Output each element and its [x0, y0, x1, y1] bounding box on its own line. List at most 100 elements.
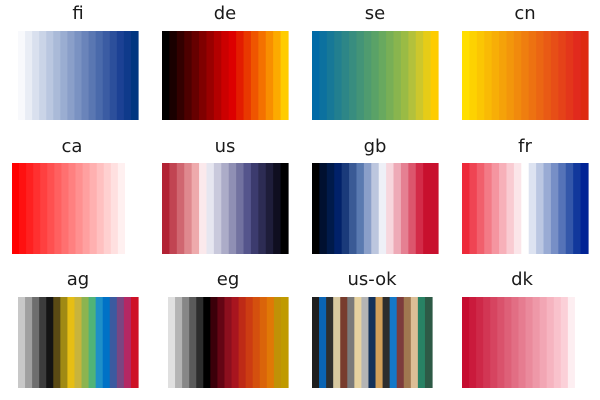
swatch-dk-16	[567, 297, 576, 388]
swatch-se-16	[423, 31, 432, 120]
swatch-us-1	[162, 163, 171, 254]
swatch-se-1	[312, 31, 321, 120]
swatch-ag-7	[60, 297, 69, 388]
swatch-de-15	[265, 31, 274, 120]
swatch-eg-3	[182, 297, 190, 388]
swatch-fr-17	[580, 163, 589, 254]
swatch-fr-10	[528, 163, 537, 254]
swatch-de-6	[199, 31, 208, 120]
swatch-eg-13	[252, 297, 261, 388]
palette-panel-us-ok: us-ok	[312, 269, 433, 388]
swatch-fi-17	[130, 31, 139, 120]
swatch-dk-12	[539, 297, 548, 388]
swatch-eg-11	[238, 297, 247, 388]
swatch-dk-15	[560, 297, 569, 388]
swatch-us-6	[199, 163, 208, 254]
swatch-ca-14	[103, 163, 112, 254]
swatch-ag-8	[67, 297, 76, 388]
swatch-ag-2	[25, 297, 33, 388]
swatch-dk-14	[553, 297, 562, 388]
swatch-de-12	[243, 31, 252, 120]
swatch-dk-9	[518, 297, 527, 388]
swatch-eg-16	[273, 297, 282, 388]
swatch-fr-13	[550, 163, 559, 254]
swatch-cn-12	[543, 31, 552, 120]
swatch-fi-2	[25, 31, 33, 120]
swatch-se-10	[378, 31, 387, 120]
panel-title: de	[214, 3, 237, 24]
swatch-ca-17	[124, 163, 133, 254]
swatch-ag-11	[88, 297, 97, 388]
swatch-us-ok-14	[403, 297, 412, 388]
panel-title: us	[215, 136, 236, 157]
swatch-de-16	[273, 31, 282, 120]
swatch-us-ok-17	[424, 297, 433, 388]
swatch-us-7	[206, 163, 215, 254]
swatch-ca-11	[82, 163, 91, 254]
swatch-fr-11	[536, 163, 545, 254]
palette-panel-eg: eg	[168, 269, 289, 388]
swatch-fi-3	[32, 31, 40, 120]
swatch-us-ok-6	[347, 297, 355, 388]
swatch-dk-10	[525, 297, 534, 388]
swatch-ag-13	[102, 297, 111, 388]
swatch-fi-11	[88, 31, 97, 120]
swatch-se-3	[326, 31, 335, 120]
swatch-fi-13	[102, 31, 111, 120]
swatch-cn-15	[565, 31, 574, 120]
swatch-se-5	[341, 31, 350, 120]
swatch-ag-14	[109, 297, 118, 388]
swatch-us-11	[236, 163, 245, 254]
swatch-eg-15	[266, 297, 275, 388]
swatch-us-ok-11	[382, 297, 391, 388]
swatch-ag-1	[18, 297, 26, 388]
swatch-se-9	[371, 31, 380, 120]
swatch-eg-8	[217, 297, 226, 388]
swatch-se-13	[400, 31, 409, 120]
panel-title: eg	[217, 269, 240, 290]
swatch-cn-13	[550, 31, 559, 120]
palette-panel-us: us	[162, 136, 289, 254]
swatch-gb-12	[393, 163, 402, 254]
swatch-fi-10	[81, 31, 90, 120]
swatch-fi-9	[74, 31, 83, 120]
swatch-ca-10	[75, 163, 84, 254]
swatch-ag-3	[32, 297, 40, 388]
swatch-de-4	[184, 31, 193, 120]
swatch-gb-8	[363, 163, 372, 254]
panel-title: ag	[67, 269, 89, 290]
panel-title: gb	[364, 136, 387, 157]
swatch-us-ok-8	[361, 297, 370, 388]
swatch-ag-17	[130, 297, 139, 388]
swatch-gb-7	[356, 163, 365, 254]
swatch-us-17	[280, 163, 289, 254]
swatch-de-9	[221, 31, 230, 120]
swatch-us-14	[258, 163, 267, 254]
swatch-gb-5	[341, 163, 350, 254]
swatch-cn-1	[462, 31, 471, 120]
swatch-dk-13	[546, 297, 555, 388]
palette-panel-fr: fr	[462, 136, 589, 254]
swatch-fi-1	[18, 31, 26, 120]
swatch-fr-2	[469, 163, 478, 254]
swatch-de-5	[191, 31, 200, 120]
swatch-us-4	[184, 163, 193, 254]
swatch-gb-9	[371, 163, 380, 254]
swatch-us-12	[243, 163, 252, 254]
swatch-gb-16	[423, 163, 432, 254]
panel-title: cn	[514, 3, 535, 24]
swatch-gb-15	[415, 163, 424, 254]
swatch-gb-3	[326, 163, 335, 254]
swatch-cn-16	[573, 31, 582, 120]
swatch-us-ok-2	[319, 297, 327, 388]
swatch-dk-4	[483, 297, 491, 388]
swatch-ag-16	[123, 297, 132, 388]
swatch-dk-1	[462, 297, 470, 388]
swatch-dk-3	[476, 297, 484, 388]
swatch-ag-9	[74, 297, 83, 388]
swatch-eg-5	[196, 297, 204, 388]
swatch-se-4	[334, 31, 343, 120]
panel-title: us-ok	[347, 269, 397, 290]
swatch-us-ok-1	[312, 297, 320, 388]
swatch-de-11	[236, 31, 245, 120]
